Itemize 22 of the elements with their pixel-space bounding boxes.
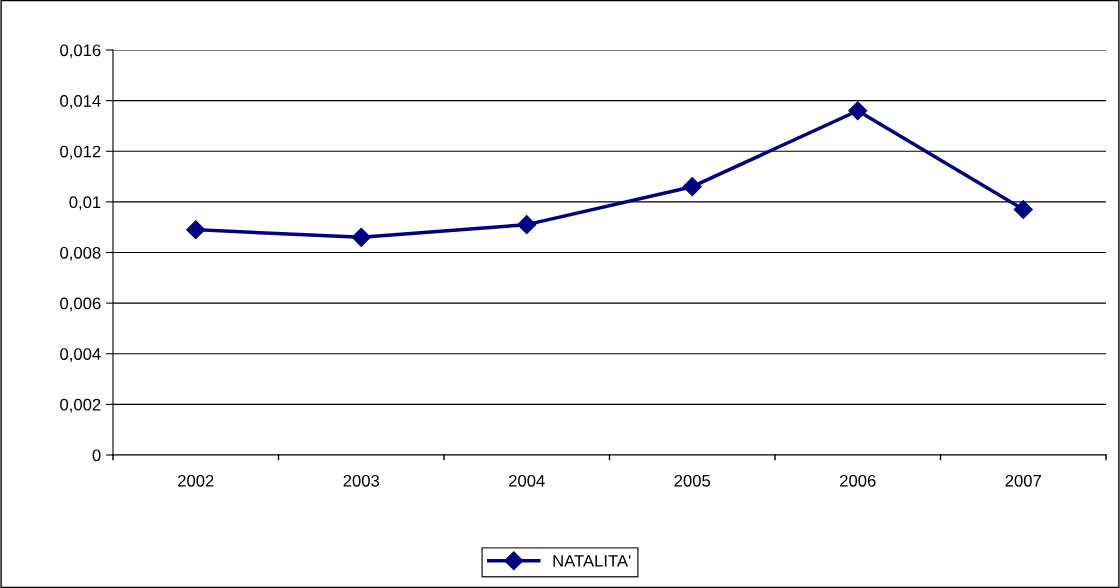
x-tick-label: 2004 bbox=[509, 474, 545, 487]
point bbox=[1013, 199, 1033, 220]
y-tick-label: 0,012 bbox=[60, 145, 101, 160]
x-tick-label: 2002 bbox=[178, 474, 214, 487]
point bbox=[186, 220, 206, 240]
y-tick-label: 0,006 bbox=[60, 297, 101, 312]
point bbox=[682, 177, 702, 197]
x-tick-label: 2006 bbox=[840, 474, 876, 487]
y-tick-label: 0 bbox=[92, 449, 101, 462]
y-tick-label: 0,016 bbox=[60, 44, 101, 59]
point bbox=[351, 227, 371, 247]
y-tick-label: 0,002 bbox=[60, 398, 101, 413]
y-tick-label: 0,008 bbox=[60, 246, 101, 261]
x-tick-label: 2007 bbox=[1005, 474, 1041, 487]
y-tick-label: 0,004 bbox=[60, 348, 101, 362]
point bbox=[848, 101, 868, 121]
point bbox=[517, 215, 537, 235]
legend-label: NATALITA' bbox=[553, 555, 631, 567]
x-tick-label: 2005 bbox=[674, 474, 711, 487]
y-tick-label: 0,014 bbox=[60, 95, 101, 109]
y-tick-label: 0,01 bbox=[69, 196, 101, 211]
x-tick-label: 2003 bbox=[343, 474, 380, 487]
